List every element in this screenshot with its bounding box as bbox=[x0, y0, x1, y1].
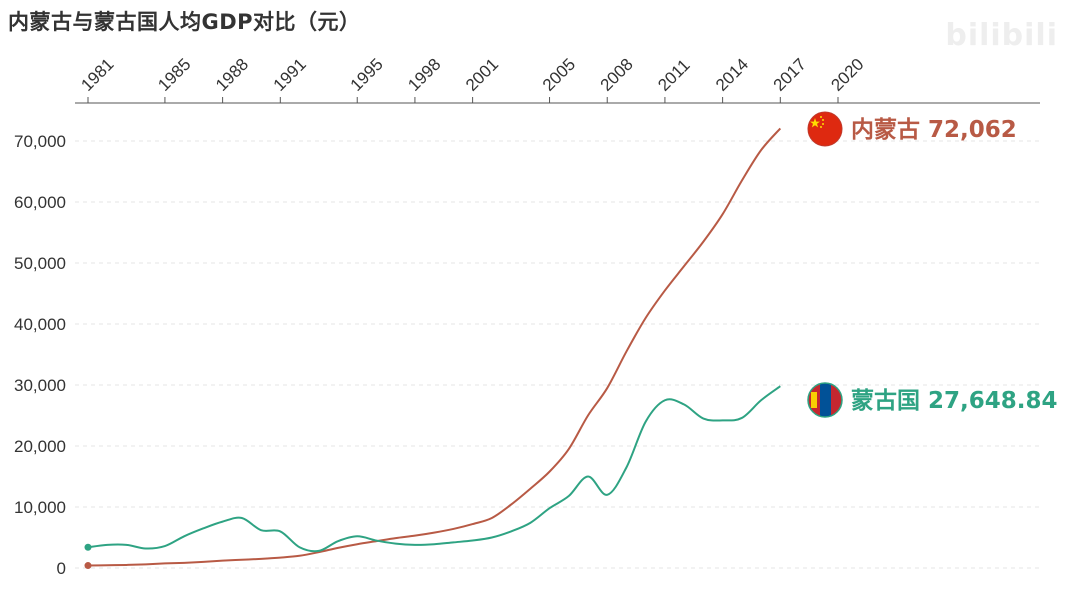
x-tick-label: 1991 bbox=[270, 55, 310, 95]
x-tick-label: 2001 bbox=[462, 55, 502, 95]
series-lines bbox=[84, 127, 782, 570]
y-tick-label: 0 bbox=[57, 559, 66, 578]
y-tick-label: 70,000 bbox=[14, 132, 66, 151]
x-tick-label: 2020 bbox=[827, 55, 867, 95]
bilibili-watermark-logo: bilibili bbox=[945, 18, 1058, 53]
y-tick-label: 10,000 bbox=[14, 498, 66, 517]
x-tick-label: 1988 bbox=[212, 55, 252, 95]
y-tick-label: 60,000 bbox=[14, 193, 66, 212]
x-tick-label: 2011 bbox=[654, 56, 693, 95]
china-flag-icon bbox=[807, 111, 843, 147]
chart-title: 内蒙古与蒙古国人均GDP对比（元） bbox=[8, 10, 361, 34]
y-tick-label: 50,000 bbox=[14, 254, 66, 273]
x-tick-label: 1998 bbox=[404, 55, 444, 95]
mongolia-series-line bbox=[87, 385, 781, 553]
gridlines bbox=[75, 140, 1040, 569]
y-tick-label: 20,000 bbox=[14, 437, 66, 456]
y-tick-label: 40,000 bbox=[14, 315, 66, 334]
y-tick-label: 30,000 bbox=[14, 376, 66, 395]
mongolia-end-label: 蒙古国 27,648.84 bbox=[851, 388, 1058, 414]
x-tick-label: 2005 bbox=[539, 55, 579, 95]
mongolia-flag-icon bbox=[807, 382, 843, 418]
x-tick-label: 1995 bbox=[347, 55, 387, 95]
x-tick-label: 1981 bbox=[77, 55, 117, 95]
y-axis-ticks: 0 10,000 20,000 30,000 40,000 50,000 60,000 70,… bbox=[14, 132, 66, 578]
mongolia-start-point bbox=[84, 543, 92, 551]
x-tick-label: 2017 bbox=[770, 55, 810, 95]
x-axis-ticks: 1981 1985 1988 1991 1995 1998 2001 2005 2008 2011… bbox=[77, 55, 868, 103]
x-tick-label: 2014 bbox=[712, 55, 752, 95]
inner-mongolia-start-point bbox=[84, 562, 92, 570]
inner-mongolia-end-label: 内蒙古 72,062 bbox=[851, 117, 1017, 143]
x-tick-label: 2008 bbox=[597, 55, 637, 95]
inner-mongolia-series-line bbox=[87, 127, 782, 567]
x-tick-label: 1985 bbox=[154, 55, 194, 95]
